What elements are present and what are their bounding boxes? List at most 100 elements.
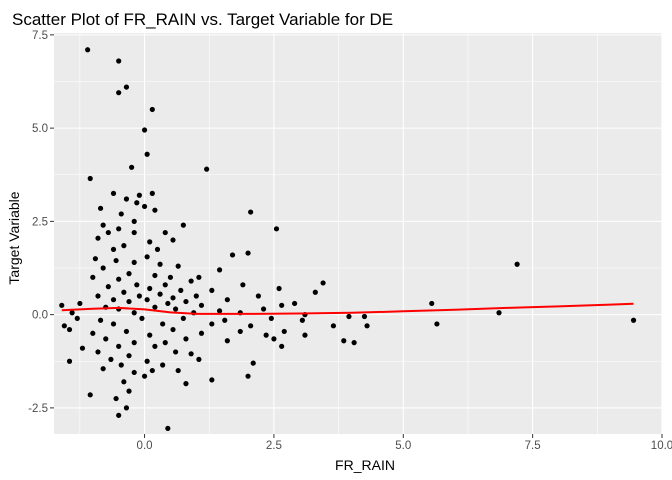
data-point [126,388,132,394]
data-point [514,261,520,267]
data-point [110,246,117,252]
data-point [116,90,122,96]
y-axis-ticks: -2.5 0.0 2.5 5.0 7.5 [28,30,54,415]
data-point [292,300,298,307]
data-point [170,295,176,301]
data-point [100,366,106,372]
data-point [341,338,347,344]
y-tick-label: 2.5 [32,216,48,228]
data-point [224,338,230,344]
data-point [134,200,140,206]
data-point [97,205,104,211]
data-point [118,211,124,217]
data-point [188,278,194,284]
data-point [59,302,65,308]
data-point [183,336,189,342]
data-point [245,250,251,256]
data-point [129,164,135,170]
data-point [178,287,184,293]
data-point [209,321,215,327]
data-point [245,373,251,379]
data-point [279,302,285,308]
data-point [95,349,101,355]
data-point [162,229,168,236]
data-point [330,323,337,329]
x-tick-label: 2.5 [266,440,282,452]
data-point [165,425,171,432]
y-tick-label: -2.5 [28,403,48,415]
data-point [180,222,186,228]
data-point [183,381,189,387]
data-point [346,313,352,320]
trend-line [61,302,634,315]
data-point [175,367,181,374]
data-point [116,412,122,418]
data-point [61,323,67,329]
data-point [361,313,368,320]
data-point [134,282,140,288]
data-point [302,332,308,338]
data-point [222,317,228,323]
data-point [105,284,111,290]
data-point [248,323,254,329]
data-point [116,343,122,349]
data-point [209,377,215,383]
data-point [152,304,158,310]
data-point [144,297,150,303]
data-point [110,297,117,303]
x-tick-label: 7.5 [525,440,541,452]
data-point [162,340,168,346]
data-point [351,340,357,346]
data-point [429,300,435,307]
data-point [188,351,194,357]
data-point [147,332,153,338]
x-axis-title: FR_RAIN [335,457,395,473]
data-point [160,321,166,327]
data-point [281,328,287,335]
data-point [273,226,280,232]
minor-gridlines [54,33,662,434]
data-point [116,226,122,232]
data-point [255,293,261,299]
data-point [97,317,104,323]
data-point [204,166,210,172]
data-point [162,282,168,288]
data-point [271,336,277,342]
data-point [149,106,155,113]
data-point [364,323,370,329]
data-point [110,321,117,327]
data-point [131,229,137,236]
data-point [263,332,269,338]
data-point [105,229,111,236]
data-point [126,271,132,277]
data-point [113,257,119,264]
data-point [90,330,96,336]
data-point [74,315,80,321]
data-point [136,192,142,198]
data-point [279,343,285,349]
data-point [123,84,130,90]
data-point [87,175,93,182]
major-gridlines [54,33,663,434]
data-point [216,267,223,273]
data-point [110,190,117,196]
data-point [141,127,148,133]
data-point [152,272,158,279]
x-axis-ticks: 0.0 2.5 5.0 7.5 10.0 [137,434,672,452]
data-point [126,298,132,305]
data-point [260,306,267,312]
data-point [175,263,181,269]
data-point [173,349,179,355]
data-point [141,373,148,379]
plot-panel [54,33,662,434]
data-point [87,392,93,398]
data-point [198,302,205,308]
data-point [147,239,153,245]
data-point [85,47,91,53]
data-point [149,190,155,196]
data-point [180,315,186,321]
data-point [131,259,137,266]
data-point [152,343,158,349]
data-point [139,315,145,321]
